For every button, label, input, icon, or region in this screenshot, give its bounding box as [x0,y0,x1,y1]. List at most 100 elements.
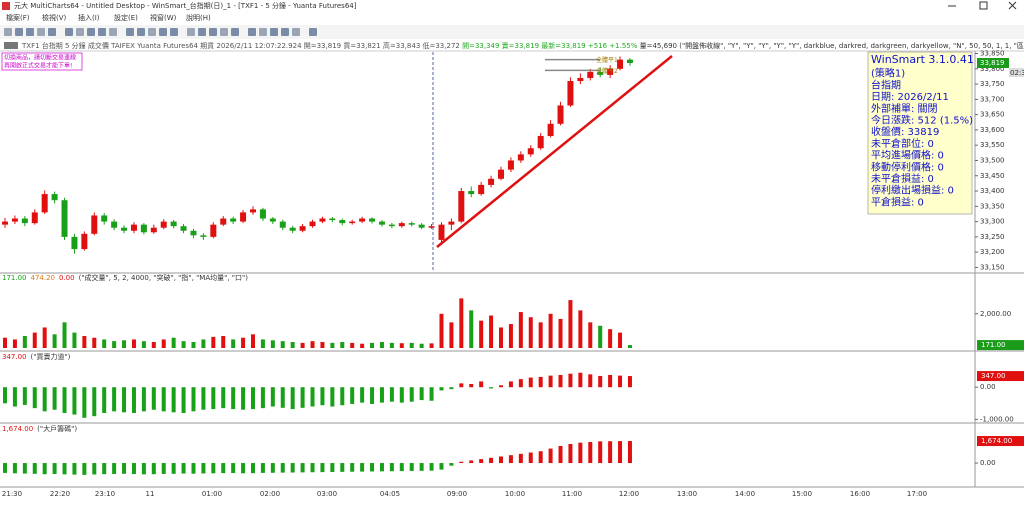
last-price-label: 33,819 [980,59,1005,67]
bar [131,387,136,413]
bar [429,387,434,401]
candle-body [408,223,415,225]
time-label: 22:20 [50,490,70,498]
candle-body [309,221,316,227]
toolbar-button[interactable] [198,28,206,36]
info-line: 平均進場價格: 0 [871,149,944,162]
bar [241,387,246,410]
menu-item[interactable]: 檔案(F) [6,13,30,22]
bar [92,337,97,348]
candle-body [517,154,524,161]
bar [618,332,623,348]
toolbar-button[interactable] [87,28,95,36]
toolbar-button[interactable] [48,28,56,36]
bar [558,374,563,388]
bar [290,342,295,348]
bar [598,441,603,464]
menu-item[interactable]: 視窗(W) [150,13,177,22]
candle-body [448,221,455,225]
bar [151,342,156,348]
candle-body [329,218,336,221]
candle-body [378,221,385,225]
info-line: 移動停利價格: 0 [871,160,944,173]
bar [399,387,404,403]
bar [52,463,57,474]
menu-item[interactable]: 設定(E) [114,13,138,22]
bar [22,336,27,348]
status-bar [0,40,1024,51]
maximize-button[interactable] [979,1,988,10]
y-tick-label: 33,450 [980,172,1005,180]
toolbar-button[interactable] [98,28,106,36]
toolbar-button[interactable] [26,28,34,36]
candle-body [220,218,227,225]
bar [300,342,305,348]
bar [449,387,454,390]
info-line: 日期: 2026/2/11 [871,91,949,103]
bar [548,448,553,464]
toolbar-button[interactable] [76,28,84,36]
toolbar-button[interactable] [15,28,23,36]
toolbar-button[interactable] [159,28,167,36]
bar [499,456,503,464]
bar [489,457,494,464]
window-title: 元大 MultiCharts64 - Untitled Desktop - Wi… [14,1,357,10]
toolbar-button[interactable] [220,28,228,36]
toolbar-button[interactable] [187,28,195,36]
toolbar-button[interactable] [37,28,45,36]
app-icon [2,2,10,10]
candle-body [140,224,147,233]
bar [499,385,503,388]
toolbar-button[interactable] [137,28,145,36]
candle-body [21,218,28,224]
toolbar-button[interactable] [231,28,239,36]
menu-item[interactable]: 檢視(V) [42,13,67,22]
toolbar-button[interactable] [126,28,134,36]
last-value-label: 171.00 [981,341,1006,349]
toolbar-button[interactable] [65,28,73,36]
y-tick-label: 33,750 [980,80,1005,88]
toolbar-button[interactable] [259,28,267,36]
bar [42,327,47,348]
toolbar-button[interactable] [270,28,278,36]
bar [151,387,156,410]
bar [578,442,583,464]
candle-body [299,226,306,231]
candle-body [478,184,485,195]
menu-item[interactable]: 說明(H) [186,13,211,22]
bar [191,342,196,348]
candle-body [359,218,366,222]
close-button[interactable] [1008,1,1017,10]
bar [459,298,464,348]
bar [280,463,285,473]
toolbar-button[interactable] [4,28,12,36]
bar [270,463,275,473]
toolbar-button[interactable] [281,28,289,36]
toolbar-button[interactable] [109,28,117,36]
toolbar-button[interactable] [170,28,178,36]
bar [211,336,216,348]
last-value-box [977,371,1024,382]
bar [538,376,543,388]
symbol-icon[interactable] [4,42,18,49]
bar [260,463,265,473]
y-tick-label: 33,650 [980,111,1005,119]
toolbar-button[interactable] [148,28,156,36]
toolbar-button[interactable] [309,28,317,36]
bar [518,312,523,348]
bar [340,342,345,348]
candle-body [626,59,633,63]
candle-body [547,123,554,137]
bar [389,463,394,472]
bar [588,442,593,464]
toolbar-button[interactable] [292,28,300,36]
toolbar-button[interactable] [209,28,217,36]
bar [568,300,573,348]
bar [489,387,494,389]
candle-body [150,227,157,233]
menu-item[interactable]: 插入(I) [78,13,100,22]
toolbar-button[interactable] [248,28,256,36]
bar [260,339,265,348]
bar [32,463,37,474]
bar [92,387,97,417]
